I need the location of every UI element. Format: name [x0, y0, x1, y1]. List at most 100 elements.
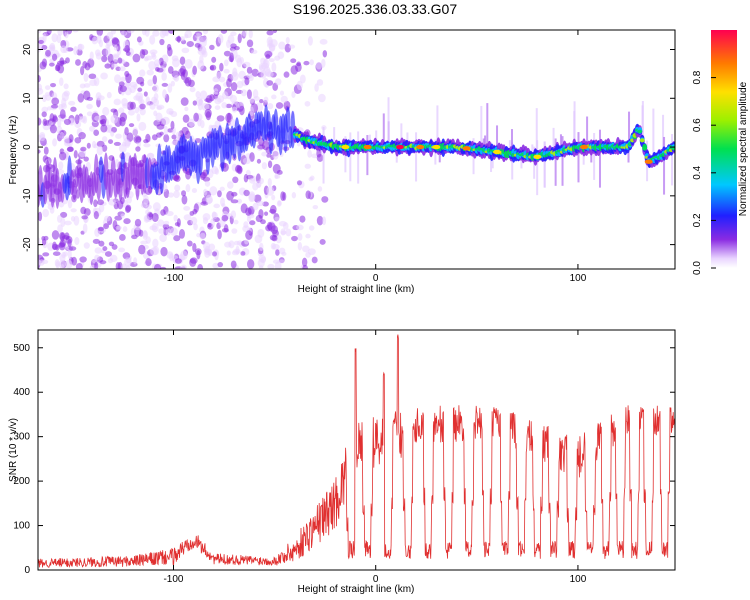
spectrogram-ridge-point	[642, 146, 648, 151]
spectrogram-noise-point	[168, 30, 175, 34]
spectrogram-noise-point	[235, 54, 242, 63]
spectrogram-noise-point	[93, 211, 99, 220]
spectrogram-noise-point	[51, 33, 58, 43]
spectrogram-noise-point	[118, 247, 126, 253]
spectrogram-noise-point	[317, 186, 323, 192]
spectrogram-noise-point	[79, 83, 86, 89]
spectrogram-noise-point	[246, 89, 252, 100]
spectrogram-noise-point	[299, 215, 306, 223]
spectrogram-noise-point	[230, 82, 238, 92]
spectrogram-noise-point	[165, 228, 172, 236]
spectrogram-marks	[38, 30, 675, 269]
snr-x-label: Height of straight line (km)	[298, 584, 415, 595]
spectrogram-noise-point	[180, 250, 188, 261]
spectrogram-noise-point	[207, 222, 212, 228]
spectrogram-noise-point	[39, 61, 47, 70]
spectrogram-noise-point	[60, 211, 68, 218]
spectrogram-noise-point	[133, 257, 138, 265]
spectrogram-streak	[671, 134, 674, 186]
spectrogram-noise-point	[75, 262, 83, 269]
spectrogram-noise-point	[163, 134, 170, 143]
spectrogram-noise-point	[221, 214, 229, 222]
spectrogram-streak	[586, 116, 589, 148]
spectrogram-noise-point	[80, 206, 87, 215]
spectrogram-noise-point	[214, 97, 222, 105]
spectrogram-noise-point	[272, 150, 279, 160]
spectrogram-noise-point	[267, 222, 276, 232]
spectrogram-noise-point	[257, 144, 265, 150]
spectrogram-noise-point	[266, 43, 274, 48]
spectrogram-peak-point	[341, 144, 350, 150]
x-tick-label: 0	[373, 574, 379, 585]
spectrogram-noise-point	[246, 39, 254, 48]
spectrogram-noise-point	[184, 106, 189, 112]
spectrogram-noise-point	[51, 97, 60, 106]
figure-title: S196.2025.336.03.33.G07	[293, 1, 457, 17]
spectrogram-noise-point	[110, 131, 115, 137]
spectrogram-noise-point	[226, 250, 231, 256]
spectrogram-noise-point	[77, 93, 85, 103]
spectrogram-noise-point	[45, 49, 51, 57]
spectrogram-y-label: Frequency (Hz)	[8, 116, 19, 185]
spectrogram-noise-point	[110, 114, 119, 124]
spectrogram-noise-point	[60, 264, 65, 269]
spectrogram-noise-point	[175, 36, 182, 42]
spectrogram-noise-point	[209, 186, 218, 196]
spectrogram-noise-point	[249, 220, 256, 226]
spectrogram-noise-point	[252, 89, 259, 99]
spectrogram-peak-point	[416, 144, 425, 150]
spectrogram-noise-point	[211, 251, 218, 257]
spectrogram-noise-point	[237, 33, 242, 44]
spectrogram-noise-point	[145, 133, 151, 143]
spectrogram-noise-point	[231, 71, 239, 81]
spectrogram-streak	[573, 111, 576, 149]
spectrogram-noise-point	[68, 246, 77, 251]
spectrogram-noise-point	[63, 118, 72, 126]
spectrogram-noise-point	[305, 251, 311, 258]
spectrogram-noise-point	[280, 228, 286, 236]
spectrogram-noise-point	[101, 55, 108, 63]
spectrogram-noise-point	[221, 203, 226, 208]
spectrogram-noise-point	[63, 83, 69, 90]
spectrogram-noise-point	[207, 249, 213, 257]
spectrogram-noise-point	[278, 41, 286, 50]
spectrogram-noise-point	[60, 60, 67, 65]
spectrogram-noise-point	[232, 176, 239, 184]
spectrogram-noise-point	[136, 36, 142, 43]
spectrogram-noise-point	[65, 151, 70, 160]
spectrogram-noise-point	[74, 137, 82, 144]
spectrogram-noise-point	[261, 162, 267, 170]
spectrogram-noise-point	[46, 30, 52, 35]
spectrogram-noise-point	[51, 53, 58, 61]
spectrogram-noise-point	[248, 30, 253, 39]
spectrogram-noise-point	[194, 42, 201, 48]
spectrogram-streak	[436, 105, 439, 148]
spectrogram-noise-point	[59, 131, 65, 140]
spectrogram-noise-point	[120, 76, 127, 82]
spectrogram-noise-point	[161, 72, 167, 81]
spectrogram-streak	[598, 129, 601, 188]
spectrogram-noise-point	[192, 100, 197, 106]
spectrogram-noise-point	[82, 223, 88, 234]
spectrogram-noise-point	[121, 141, 127, 147]
spectrogram-noise-point	[52, 138, 57, 147]
spectrogram-noise-point	[308, 225, 315, 231]
spectrogram-streak	[400, 123, 403, 148]
spectrogram-noise-point	[50, 83, 57, 88]
spectrogram-noise-point	[38, 149, 41, 154]
spectrogram-noise-point	[123, 81, 132, 87]
spectrogram-noise-point	[297, 233, 303, 241]
spectrogram-noise-point	[38, 83, 43, 92]
spectrogram-noise-point	[312, 205, 319, 210]
spectrogram-noise-point	[122, 226, 128, 233]
spectrogram-streak	[577, 132, 580, 183]
spectrogram-streak	[531, 144, 534, 157]
spectrogram-streak	[357, 131, 360, 184]
spectrogram-noise-point	[103, 215, 111, 222]
spectrogram-noise-point	[100, 124, 108, 133]
spectrogram-noise-point	[204, 108, 212, 118]
spectrogram-noise-point	[55, 261, 60, 269]
spectrogram-noise-point	[174, 258, 182, 264]
spectrogram-noise-point	[115, 133, 122, 139]
spectrogram-noise-point	[242, 30, 248, 37]
